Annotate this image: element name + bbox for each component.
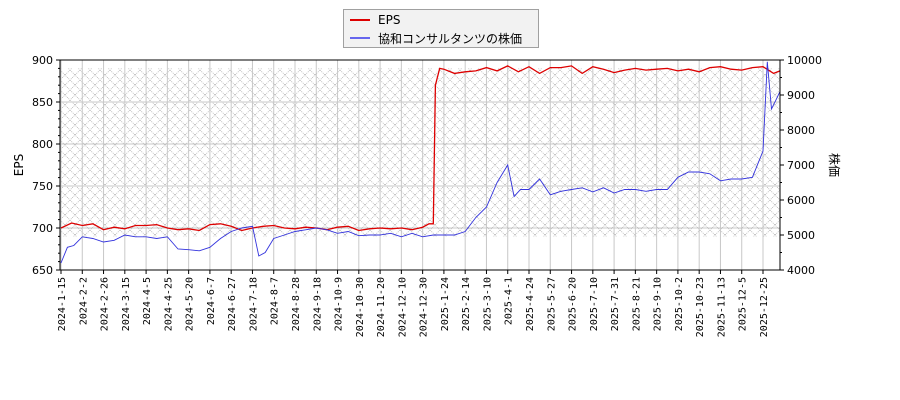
legend-swatch-price [350, 37, 370, 39]
svg-text:2024-1-15: 2024-1-15 [57, 277, 68, 331]
svg-text:850: 850 [32, 96, 53, 109]
svg-text:2025-1-24: 2025-1-24 [440, 277, 451, 331]
svg-text:2025-7-10: 2025-7-10 [589, 277, 600, 331]
legend-item-price: 協和コンサルタンツの株価 [350, 30, 522, 46]
svg-text:2024-3-15: 2024-3-15 [121, 277, 132, 331]
svg-text:4000: 4000 [787, 264, 815, 277]
series-lines [60, 61, 781, 264]
legend-label-price: 協和コンサルタンツの株価 [378, 31, 523, 46]
svg-text:2024-7-18: 2024-7-18 [248, 277, 259, 331]
svg-text:650: 650 [32, 264, 53, 277]
svg-text:8000: 8000 [787, 124, 815, 137]
svg-text:2025-3-10: 2025-3-10 [482, 277, 493, 331]
left-y-axis: 650 700 750 800 850 900 [32, 54, 60, 277]
svg-text:2024-5-20: 2024-5-20 [185, 277, 196, 331]
svg-text:900: 900 [32, 54, 53, 67]
legend-swatch-eps [350, 19, 370, 21]
svg-text:2025-4-1: 2025-4-1 [504, 277, 515, 325]
svg-text:800: 800 [32, 138, 53, 151]
svg-text:2024-8-28: 2024-8-28 [291, 277, 302, 331]
svg-text:2025-8-21: 2025-8-21 [631, 277, 642, 331]
right-y-axis: 4000 5000 6000 7000 8000 9000 10000 [780, 54, 822, 277]
svg-text:2025-5-27: 2025-5-27 [546, 277, 557, 331]
svg-text:2025-2-14: 2025-2-14 [461, 277, 472, 331]
svg-text:2025-7-31: 2025-7-31 [610, 277, 621, 331]
svg-text:2024-4-25: 2024-4-25 [163, 277, 174, 331]
left-axis-label: EPS [12, 154, 26, 176]
svg-text:7000: 7000 [787, 159, 815, 172]
svg-text:2024-2-26: 2024-2-26 [100, 277, 111, 331]
svg-text:2024-4-5: 2024-4-5 [142, 277, 153, 325]
svg-text:2024-10-9: 2024-10-9 [334, 277, 345, 331]
svg-text:2024-8-7: 2024-8-7 [270, 277, 281, 325]
svg-text:2025-9-10: 2025-9-10 [653, 277, 664, 331]
x-axis: 2024-1-15 2024-2-2 2024-2-26 2024-3-15 2024-… [57, 270, 770, 337]
svg-text:750: 750 [32, 180, 53, 193]
right-axis-label: 株価 [827, 153, 842, 177]
svg-text:2024-12-10: 2024-12-10 [397, 277, 408, 337]
legend-item-eps: EPS [350, 12, 400, 28]
svg-text:2024-11-20: 2024-11-20 [376, 277, 387, 337]
svg-text:2025-12-5: 2025-12-5 [738, 277, 749, 331]
svg-text:2024-10-30: 2024-10-30 [355, 277, 366, 337]
svg-text:10000: 10000 [787, 54, 822, 67]
svg-text:2025-12-25: 2025-12-25 [759, 277, 770, 337]
svg-text:6000: 6000 [787, 194, 815, 207]
svg-text:2025-11-13: 2025-11-13 [716, 277, 727, 337]
svg-text:9000: 9000 [787, 89, 815, 102]
hatched-band [60, 68, 780, 237]
svg-text:5000: 5000 [787, 229, 815, 242]
svg-text:700: 700 [32, 222, 53, 235]
svg-text:2025-10-2: 2025-10-2 [674, 277, 685, 331]
legend: EPS 協和コンサルタンツの株価 [343, 9, 539, 48]
svg-text:2024-6-27: 2024-6-27 [227, 277, 238, 331]
svg-text:2025-10-23: 2025-10-23 [695, 277, 706, 337]
svg-text:2024-6-7: 2024-6-7 [206, 277, 217, 325]
svg-text:2025-6-20: 2025-6-20 [568, 277, 579, 331]
svg-text:2024-9-18: 2024-9-18 [312, 277, 323, 331]
legend-label-eps: EPS [378, 13, 401, 27]
svg-text:2025-4-24: 2025-4-24 [525, 277, 536, 331]
svg-text:2024-12-30: 2024-12-30 [419, 277, 430, 337]
svg-text:2024-2-2: 2024-2-2 [78, 277, 89, 325]
